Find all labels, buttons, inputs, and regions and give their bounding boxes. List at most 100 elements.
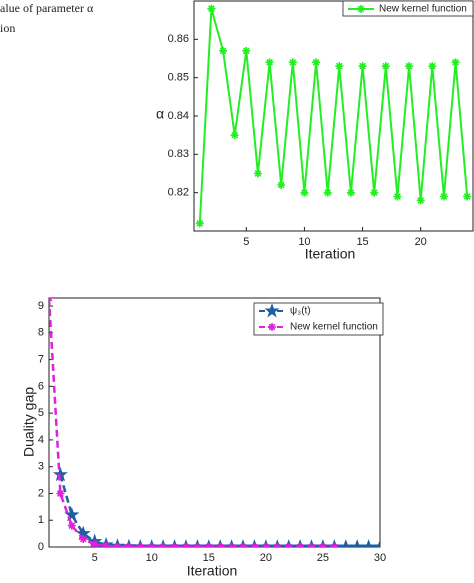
data-marker — [284, 543, 293, 547]
y-tick-label: 2 — [38, 487, 44, 499]
data-marker — [405, 62, 414, 71]
data-marker — [277, 181, 286, 189]
y-tick-label: 7 — [38, 353, 44, 365]
y-tick-label: 6 — [38, 380, 44, 392]
data-marker — [239, 543, 248, 547]
data-marker — [349, 539, 365, 547]
data-marker — [296, 543, 305, 547]
legend-box — [342, 0, 474, 17]
data-marker — [265, 58, 274, 67]
data-marker — [102, 541, 111, 547]
data-marker — [113, 542, 122, 547]
axes-frame — [193, 0, 474, 232]
y-tick-label: 1 — [38, 514, 44, 526]
y-tick-label: 0.86 — [168, 33, 189, 45]
y-axis-label: Duality gap — [21, 387, 37, 457]
x-tick-label: 20 — [260, 552, 272, 564]
data-marker — [124, 543, 133, 547]
caption-line: ion — [0, 21, 15, 35]
caption-line: alue of parameter α — [0, 1, 94, 15]
data-marker — [323, 188, 332, 197]
x-tick-label: 10 — [298, 236, 310, 248]
legend-marker — [268, 323, 276, 331]
y-tick-label: 8 — [38, 327, 44, 339]
y-tick-label: 3 — [38, 461, 44, 473]
x-tick-label: 5 — [243, 236, 249, 248]
data-marker — [204, 543, 213, 547]
y-tick-label: 5 — [38, 407, 44, 419]
data-marker — [170, 543, 179, 547]
data-marker — [216, 543, 225, 547]
x-tick-label: 15 — [203, 552, 215, 564]
data-marker — [136, 543, 145, 547]
legend-label: ψ₃(t) — [290, 306, 311, 317]
data-marker — [67, 521, 76, 530]
plot-area — [195, 4, 472, 228]
data-marker — [463, 192, 472, 201]
data-marker — [370, 188, 379, 197]
data-marker — [159, 543, 168, 547]
data-marker — [261, 543, 270, 547]
data-marker — [372, 539, 380, 547]
data-marker — [381, 62, 390, 71]
plot-area — [49, 298, 380, 547]
data-marker — [346, 188, 355, 197]
data-marker — [330, 543, 339, 547]
data-marker — [307, 543, 316, 547]
x-axis-label: Iteration — [187, 563, 238, 578]
data-marker — [147, 543, 156, 547]
data-marker — [439, 192, 448, 201]
data-marker — [393, 192, 402, 201]
x-tick-label: 15 — [356, 236, 368, 248]
x-tick-label: 30 — [374, 552, 386, 564]
data-marker — [230, 131, 239, 140]
data-marker — [90, 540, 99, 547]
data-marker — [79, 534, 88, 543]
data-marker — [428, 62, 437, 71]
data-marker — [300, 188, 309, 197]
data-marker — [312, 58, 321, 67]
x-tick-label: 25 — [317, 552, 329, 564]
y-axis-label: α — [156, 106, 164, 122]
data-marker — [273, 543, 282, 547]
y-tick-label: 9 — [38, 300, 44, 312]
series-line — [59, 474, 380, 547]
y-tick-label: 0 — [38, 541, 44, 553]
data-marker — [181, 543, 190, 547]
data-marker — [227, 543, 236, 547]
data-marker — [318, 543, 327, 547]
data-marker — [358, 62, 367, 71]
data-marker — [219, 46, 228, 55]
legend-box — [253, 302, 384, 336]
data-marker — [195, 219, 204, 228]
data-marker — [242, 46, 251, 55]
data-marker — [207, 4, 216, 13]
legend-label: New kernel function — [290, 322, 378, 333]
legend-marker — [357, 5, 365, 13]
legend-label: New kernel function — [379, 4, 467, 15]
data-marker — [49, 298, 53, 302]
series-line — [198, 8, 469, 224]
y-tick-label: 0.85 — [168, 72, 189, 84]
data-marker — [250, 543, 259, 547]
data-marker — [416, 196, 425, 205]
data-marker — [193, 543, 202, 547]
y-tick-label: 0.82 — [168, 187, 189, 199]
x-tick-label: 5 — [92, 552, 98, 564]
y-tick-label: 4 — [38, 434, 44, 446]
data-marker — [56, 489, 65, 498]
data-marker — [338, 539, 354, 547]
data-marker — [253, 169, 262, 178]
x-tick-label: 10 — [146, 552, 158, 564]
data-marker — [288, 58, 297, 67]
y-tick-label: 0.83 — [168, 148, 189, 160]
y-tick-label: 0.84 — [168, 110, 189, 122]
x-tick-label: 20 — [415, 236, 427, 248]
data-marker — [361, 539, 377, 547]
data-marker — [451, 58, 460, 67]
legend-marker — [264, 303, 280, 318]
data-marker — [335, 62, 344, 71]
x-axis-label: Iteration — [305, 246, 356, 262]
